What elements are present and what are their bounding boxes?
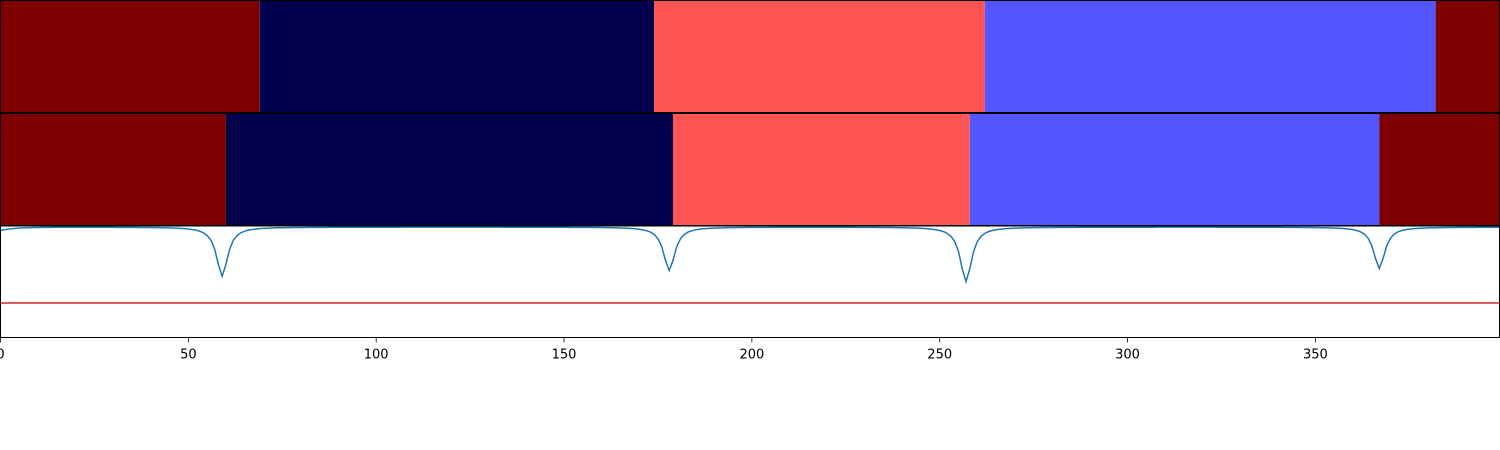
segment-1-2 — [672, 113, 970, 226]
score-line-panel — [0, 225, 1500, 338]
segment-0-0 — [0, 0, 260, 113]
panel-frame-2 — [0, 225, 1500, 338]
x-tick-label-350: 350 — [1303, 348, 1328, 363]
x-tick-label-0: 0 — [0, 348, 5, 363]
segment-0-4 — [1435, 0, 1500, 113]
segment-1-0 — [0, 113, 226, 226]
segment-0-3 — [984, 0, 1436, 113]
segment-1-3 — [969, 113, 1380, 226]
x-axis: 0 50 100 150 200 250 300 350 — [0, 337, 1328, 363]
x-tick-label-100: 100 — [364, 348, 389, 363]
x-tick-label-150: 150 — [552, 348, 577, 363]
x-tick-label-50: 50 — [180, 348, 197, 363]
blue-score-line — [0, 226, 1500, 285]
middle-segmentation-bar — [0, 113, 1500, 226]
segment-0-2 — [654, 0, 985, 113]
x-tick-label-200: 200 — [739, 348, 764, 363]
segment-1-1 — [225, 113, 673, 226]
segment-0-1 — [259, 0, 655, 113]
top-segmentation-bar — [0, 0, 1500, 113]
segment-1-4 — [1379, 113, 1500, 226]
x-tick-label-250: 250 — [927, 348, 952, 363]
x-tick-label-300: 300 — [1115, 348, 1140, 363]
